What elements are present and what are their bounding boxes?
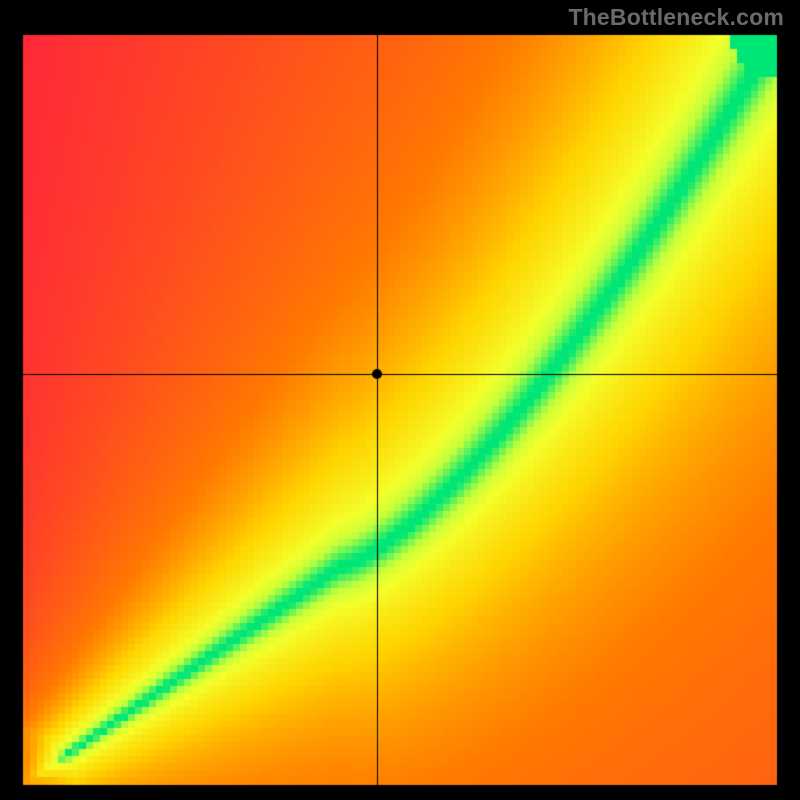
chart-container: TheBottleneck.com — [0, 0, 800, 800]
heatmap-canvas — [0, 0, 800, 800]
watermark-text: TheBottleneck.com — [568, 4, 784, 31]
